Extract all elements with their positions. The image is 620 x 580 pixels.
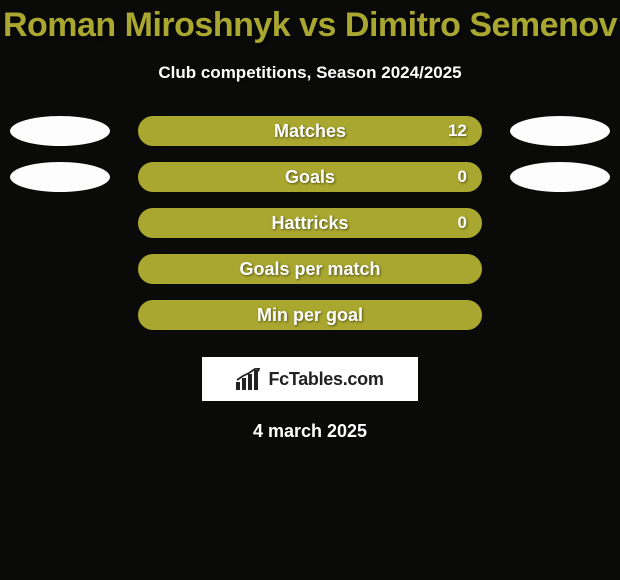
bars-icon bbox=[236, 368, 262, 390]
logo-box: FcTables.com bbox=[202, 357, 418, 401]
stat-row: Min per goal bbox=[0, 297, 620, 343]
stat-value-right: 0 bbox=[458, 167, 467, 187]
stat-label: Matches bbox=[139, 121, 481, 142]
date-label: 4 march 2025 bbox=[0, 421, 620, 442]
logo-text: FcTables.com bbox=[268, 369, 383, 390]
stat-bar: Hattricks0 bbox=[138, 208, 482, 238]
stat-label: Goals per match bbox=[139, 259, 481, 280]
stat-label: Min per goal bbox=[139, 305, 481, 326]
oval-left bbox=[10, 162, 110, 192]
stat-bar: Min per goal bbox=[138, 300, 482, 330]
comparison-infographic: Roman Miroshnyk vs Dimitro Semenov Club … bbox=[0, 0, 620, 580]
page-title: Roman Miroshnyk vs Dimitro Semenov bbox=[0, 0, 620, 45]
stat-label: Hattricks bbox=[139, 213, 481, 234]
stat-row: Hattricks0 bbox=[0, 205, 620, 251]
stat-rows: Matches12Goals0Hattricks0Goals per match… bbox=[0, 113, 620, 343]
stat-value-right: 12 bbox=[448, 121, 467, 141]
stat-bar: Goals0 bbox=[138, 162, 482, 192]
stat-bar: Matches12 bbox=[138, 116, 482, 146]
oval-right bbox=[510, 162, 610, 192]
stat-value-right: 0 bbox=[458, 213, 467, 233]
stat-row: Goals0 bbox=[0, 159, 620, 205]
stat-row: Matches12 bbox=[0, 113, 620, 159]
oval-left bbox=[10, 116, 110, 146]
stat-label: Goals bbox=[139, 167, 481, 188]
stat-row: Goals per match bbox=[0, 251, 620, 297]
subtitle: Club competitions, Season 2024/2025 bbox=[0, 63, 620, 83]
oval-right bbox=[510, 116, 610, 146]
stat-bar: Goals per match bbox=[138, 254, 482, 284]
